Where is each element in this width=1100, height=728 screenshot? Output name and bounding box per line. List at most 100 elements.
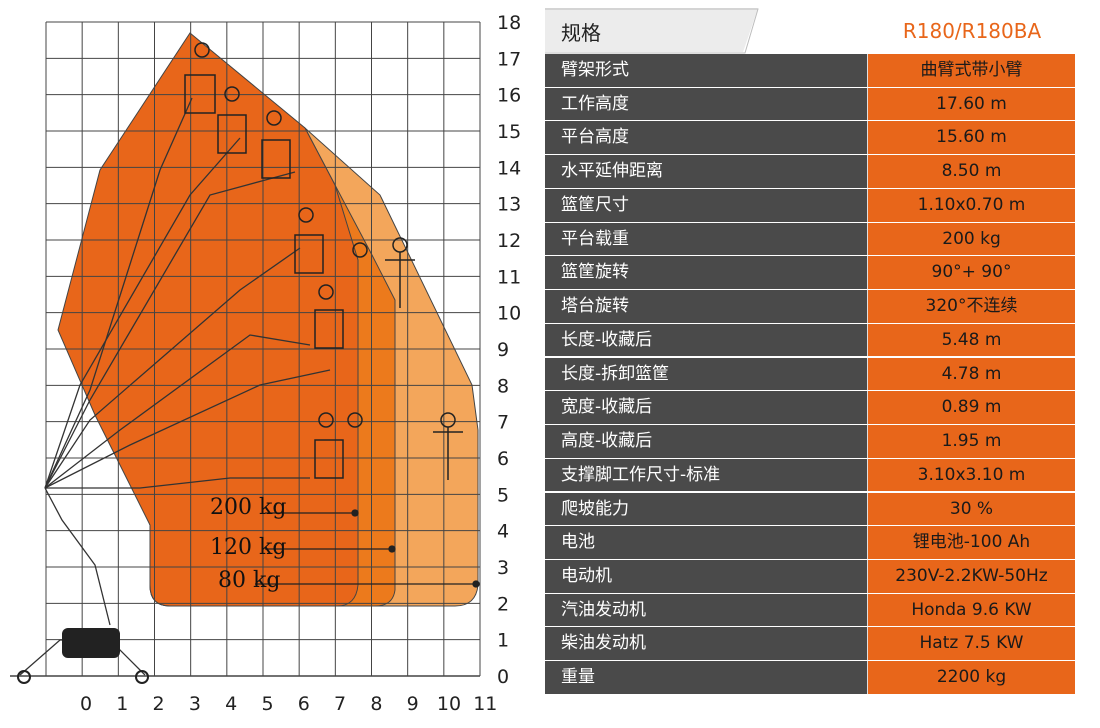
y-tick-label: 11 [497,266,521,288]
spec-table: 规格 R180/R180BA 臂架形式 曲臂式带小臂 工作高度 17.60 m 平台高度… [545,8,1075,694]
spec-row: 篮筐尺寸 1.10x0.70 m [545,188,1075,222]
x-tick-label: 10 [437,693,461,715]
spec-row-value: 0.89 m [868,391,1075,424]
spec-row: 重量 2200 kg [545,661,1075,694]
spec-row: 长度-收藏后 5.48 m [545,323,1075,357]
y-tick-label: 9 [497,339,509,361]
x-tick-label: 3 [189,693,201,715]
y-tick-label: 8 [497,375,509,397]
spec-row: 塔台旋转 320°不连续 [545,290,1075,323]
spec-row-label: 工作高度 [545,87,868,121]
x-tick-label: 0 [80,693,92,715]
spec-row-label: 重量 [545,661,868,694]
load-label-120: 120 kg [210,535,286,560]
y-tick-label: 15 [497,121,521,143]
spec-row-value: 30 % [868,492,1075,526]
spec-header-model: R180/R180BA [902,19,1042,43]
spec-row: 平台高度 15.60 m [545,121,1075,155]
spec-row: 工作高度 17.60 m [545,87,1075,121]
spec-row-value: 3.10x3.10 m [868,458,1075,492]
spec-row: 篮筐旋转 90°+ 90° [545,256,1075,289]
x-tick-label: 7 [334,693,346,715]
operator-figures [194,42,463,480]
zone-200kg [57,32,359,607]
y-tick-label: 10 [497,303,521,325]
y-tick-label: 2 [497,593,509,615]
spec-row-value: 2200 kg [868,661,1075,694]
working-envelope [57,32,479,607]
spec-header-label: 规格 [561,21,601,45]
machine-base [17,628,149,684]
x-tick-label: 5 [261,693,273,715]
spec-row: 长度-拆卸篮筐 4.78 m [545,357,1075,391]
spec-row-value: Hatz 7.5 KW [868,627,1075,661]
spec-row: 平台载重 200 kg [545,222,1075,256]
x-tick-label: 8 [370,693,382,715]
x-tick-label: 4 [225,693,237,715]
spec-row-label: 电池 [545,526,868,559]
grid [10,21,481,677]
spec-row-value: 320°不连续 [868,290,1075,323]
spec-row: 支撑脚工作尺寸-标准 3.10x3.10 m [545,458,1075,492]
spec-row-label: 宽度-收藏后 [545,391,868,424]
spec-row-label: 电动机 [545,560,868,593]
spec-row-label: 水平延伸距离 [545,155,868,188]
y-tick-label: 12 [497,230,521,252]
spec-row-label: 高度-收藏后 [545,425,868,458]
x-tick-label: 6 [298,693,310,715]
spec-row-label: 柴油发动机 [545,627,868,661]
spec-row: 宽度-收藏后 0.89 m [545,391,1075,424]
spec-row: 柴油发动机 Hatz 7.5 KW [545,627,1075,661]
spec-row-value: 17.60 m [868,87,1075,121]
y-tick-label: 7 [497,412,509,434]
y-tick-label: 13 [497,194,521,216]
y-tick-label: 4 [497,521,509,543]
spec-row: 汽油发动机 Honda 9.6 KW [545,593,1075,627]
spec-row-label: 长度-收藏后 [545,323,868,357]
spec-row-label: 长度-拆卸篮筐 [545,357,868,391]
y-tick-label: 3 [497,557,509,579]
spec-row-label: 平台载重 [545,222,868,256]
spec-row-label: 篮筐旋转 [545,256,868,289]
y-tick-label: 14 [497,157,521,179]
spec-row-value: 230V-2.2KW-50Hz [868,560,1075,593]
y-tick-label: 6 [497,448,509,470]
spec-row: 水平延伸距离 8.50 m [545,155,1075,188]
spec-row-value: 8.50 m [868,155,1075,188]
spec-row-label: 臂架形式 [545,54,868,87]
x-tick-label: 2 [153,693,165,715]
boom-lines [19,97,331,676]
spec-row-value: 锂电池-100 Ah [868,526,1075,559]
y-tick-label: 18 [497,12,521,34]
spec-header: 规格 R180/R180BA [545,8,1075,54]
spec-row-value: 90°+ 90° [868,256,1075,289]
x-tick-label: 11 [473,693,497,715]
spec-row: 电动机 230V-2.2KW-50Hz [545,560,1075,593]
working-range-diagram: 200 kg 120 kg 80 kg 01234567891011121314… [10,12,521,715]
spec-row: 高度-收藏后 1.95 m [545,425,1075,458]
spec-row-label: 平台高度 [545,121,868,155]
spec-row: 爬坡能力 30 % [545,492,1075,526]
load-markers [255,509,480,588]
x-tick-label: 1 [116,693,128,715]
spec-row-label: 塔台旋转 [545,290,868,323]
spec-row-value: 4.78 m [868,357,1075,391]
spec-row-value: 1.95 m [868,425,1075,458]
spec-header-edge [545,8,759,54]
y-tick-label: 1 [497,630,509,652]
spec-row-value: 1.10x0.70 m [868,188,1075,222]
y-tick-label: 17 [497,48,521,70]
spec-row: 电池 锂电池-100 Ah [545,526,1075,559]
spec-row-label: 汽油发动机 [545,593,868,627]
spec-row-label: 支撑脚工作尺寸-标准 [545,458,868,492]
baskets [184,74,344,479]
y-tick-label: 16 [497,85,521,107]
spec-row-value: 15.60 m [868,121,1075,155]
spec-row-label: 爬坡能力 [545,492,868,526]
spec-row-value: Honda 9.6 KW [868,593,1075,627]
spec-row-value: 200 kg [868,222,1075,256]
x-tick-label: 9 [407,693,419,715]
spec-row-value: 5.48 m [868,323,1075,357]
spec-rows: 臂架形式 曲臂式带小臂 工作高度 17.60 m 平台高度 15.60 m 水平延伸距离 8.… [545,54,1075,694]
